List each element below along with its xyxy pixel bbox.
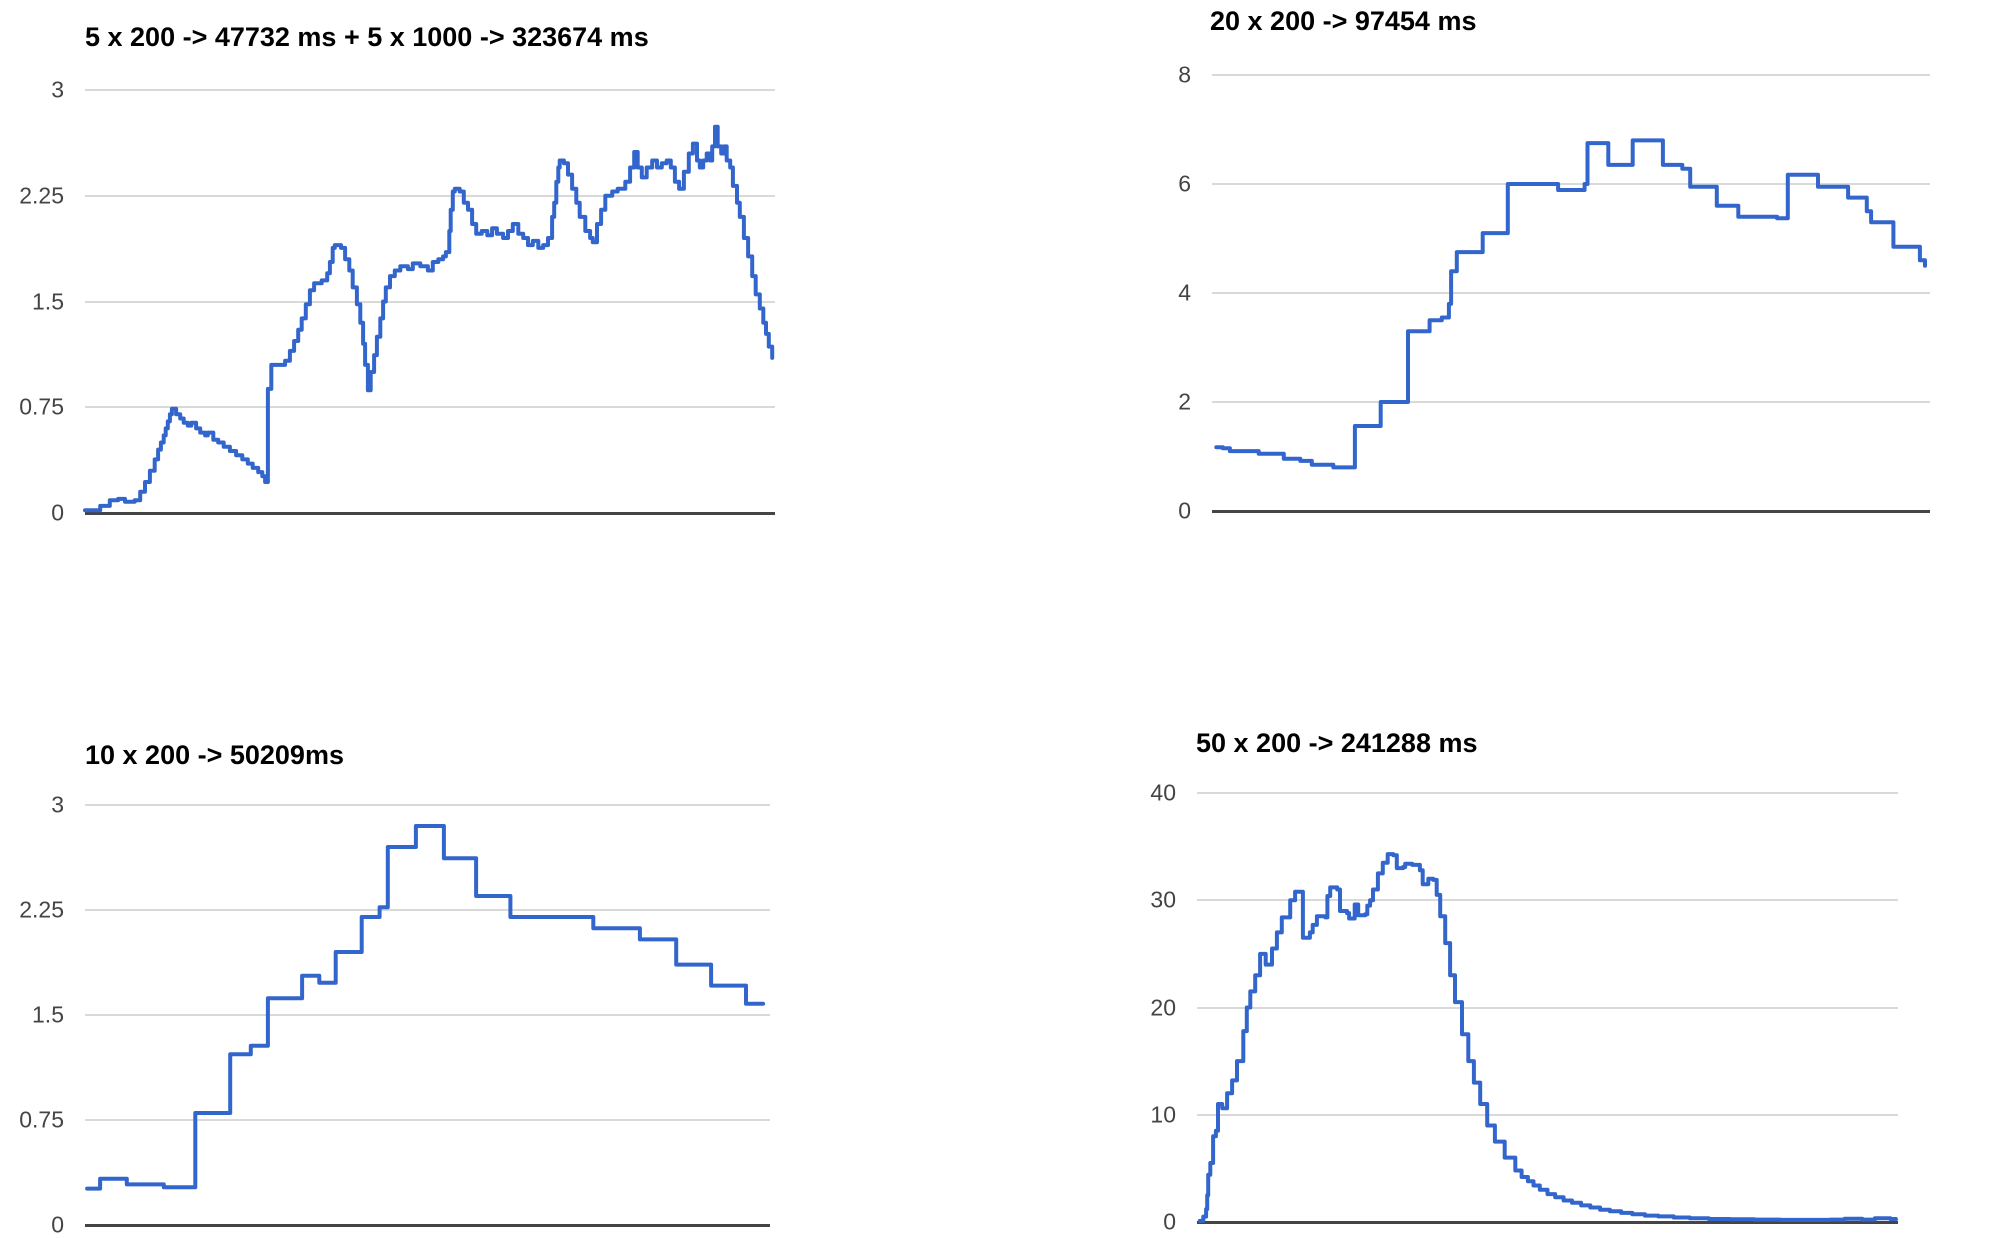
y-axis-tick-label: 8 <box>1178 61 1191 88</box>
y-axis-tick-label: 0 <box>51 1211 64 1238</box>
y-axis-tick-label: 0 <box>1178 497 1191 524</box>
y-axis: 8 6 4 2 0 <box>1127 62 1191 524</box>
y-axis-tick-label: 0.75 <box>19 393 64 420</box>
y-axis-tick-label: 3 <box>51 791 64 818</box>
gridline <box>1197 899 1898 902</box>
y-axis: 3 2.25 1.5 0.75 0 <box>0 792 64 1238</box>
y-axis-tick-label: 6 <box>1178 170 1191 197</box>
gridline <box>1212 183 1930 185</box>
gridline <box>85 194 775 197</box>
plot-area[interactable] <box>1197 792 1898 1224</box>
gridline <box>1197 1113 1898 1116</box>
y-axis-tick-label: 20 <box>1150 994 1176 1020</box>
y-axis-tick-label: 4 <box>1178 279 1191 306</box>
chart-title: 10 x 200 -> 50209ms <box>85 740 344 770</box>
y-axis-tick-label: 10 <box>1150 1101 1176 1128</box>
series-line <box>85 824 766 1191</box>
plot-area[interactable] <box>83 89 775 515</box>
y-axis-tick-label: 40 <box>1150 779 1176 806</box>
gridline <box>1212 292 1930 294</box>
plot-area[interactable] <box>1212 74 1930 513</box>
y-axis-tick-label: 1.5 <box>32 1001 64 1028</box>
gridline <box>1197 792 1898 794</box>
gridline <box>1197 1006 1898 1009</box>
y-axis-tick-label: 30 <box>1150 886 1176 913</box>
gridline <box>85 1014 770 1016</box>
x-axis-baseline <box>1197 1221 1898 1224</box>
x-axis-baseline <box>85 512 775 515</box>
y-axis-tick-label: 3 <box>51 76 64 103</box>
chart-title: 5 x 200 -> 47732 ms + 5 x 1000 -> 323674… <box>85 22 649 52</box>
gridline <box>85 1119 770 1121</box>
y-axis: 40 30 20 10 0 <box>1112 780 1176 1235</box>
y-axis-tick-label: 2.25 <box>19 182 64 209</box>
gridline <box>85 300 775 303</box>
x-axis-baseline <box>85 1224 770 1227</box>
chart-title: 20 x 200 -> 97454 ms <box>1210 6 1477 36</box>
y-axis-tick-label: 2 <box>1178 388 1191 415</box>
y-axis-tick-label: 0.75 <box>19 1106 64 1133</box>
chart-title: 50 x 200 -> 241288 ms <box>1196 728 1478 758</box>
y-axis-tick-label: 0 <box>1163 1208 1176 1235</box>
y-axis: 3 2.25 1.5 0.75 0 <box>0 77 64 526</box>
y-axis-tick-label: 1.5 <box>32 288 64 314</box>
series-line <box>83 124 775 513</box>
series-line <box>1214 138 1927 470</box>
series-line <box>1197 852 1898 1223</box>
gridline <box>1212 74 1930 76</box>
x-axis-baseline <box>1212 510 1930 513</box>
gridline <box>1212 401 1930 403</box>
gridline <box>85 89 775 91</box>
gridline <box>85 406 775 409</box>
plot-area[interactable] <box>85 804 770 1227</box>
y-axis-tick-label: 0 <box>51 499 64 526</box>
gridline <box>85 804 770 806</box>
gridline <box>85 909 770 911</box>
y-axis-tick-label: 2.25 <box>19 896 64 923</box>
